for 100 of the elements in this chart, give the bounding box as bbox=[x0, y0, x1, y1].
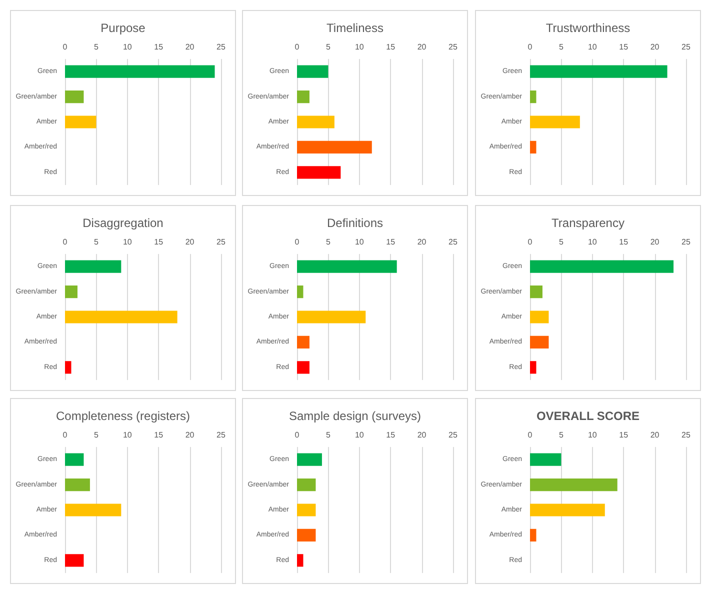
x-tick-label: 0 bbox=[62, 42, 68, 52]
bar bbox=[65, 361, 72, 374]
x-tick-label: 0 bbox=[528, 430, 533, 440]
x-tick-label: 15 bbox=[386, 238, 396, 246]
bar bbox=[65, 286, 78, 298]
chart-title: Timeliness bbox=[326, 21, 384, 35]
x-tick-label: 10 bbox=[122, 238, 132, 246]
x-tick-label: 15 bbox=[154, 238, 164, 246]
x-tick-label: 0 bbox=[294, 430, 300, 440]
x-tick-label: 5 bbox=[326, 42, 331, 52]
bar bbox=[297, 504, 316, 516]
x-tick-label: 5 bbox=[558, 430, 564, 440]
x-tick-label: 20 bbox=[650, 430, 660, 440]
x-tick-label: 0 bbox=[62, 238, 68, 246]
x-tick-label: 25 bbox=[682, 238, 691, 246]
x-tick-label: 0 bbox=[62, 430, 68, 440]
x-tick-label: 25 bbox=[216, 42, 226, 52]
x-tick-label: 15 bbox=[154, 430, 164, 440]
bar bbox=[297, 361, 310, 374]
chart-title: Transparency bbox=[552, 216, 624, 230]
x-tick-label: 20 bbox=[417, 430, 427, 440]
bar bbox=[530, 478, 618, 492]
bar bbox=[530, 65, 668, 78]
x-tick-label: 20 bbox=[185, 430, 195, 440]
bar bbox=[530, 504, 605, 516]
x-tick-label: 25 bbox=[448, 238, 458, 246]
chart-title: Definitions bbox=[326, 216, 384, 230]
chart-title: Disaggregation bbox=[82, 216, 164, 230]
bar bbox=[530, 528, 536, 542]
x-tick-label: 15 bbox=[619, 238, 629, 246]
bar bbox=[297, 478, 316, 492]
x-tick-label: 10 bbox=[354, 238, 364, 246]
bar bbox=[65, 260, 122, 273]
bar bbox=[297, 453, 322, 466]
chart-title: Purpose bbox=[100, 21, 146, 35]
bar bbox=[297, 528, 316, 542]
bar bbox=[65, 65, 215, 78]
x-tick-label: 15 bbox=[386, 42, 396, 52]
x-tick-label: 25 bbox=[448, 430, 458, 440]
bar bbox=[530, 286, 542, 298]
bar bbox=[530, 140, 536, 154]
x-tick-label: 0 bbox=[294, 42, 300, 52]
x-tick-label: 5 bbox=[94, 238, 99, 246]
chart-title: Sample design (surveys) bbox=[288, 409, 422, 423]
bar bbox=[297, 286, 304, 298]
x-tick-label: 20 bbox=[185, 42, 195, 52]
x-tick-label: 5 bbox=[326, 238, 331, 246]
x-tick-label: 20 bbox=[185, 238, 195, 246]
x-tick-label: 10 bbox=[122, 430, 132, 440]
x-tick-label: 20 bbox=[417, 42, 427, 52]
x-tick-label: 0 bbox=[294, 238, 300, 246]
x-tick-label: 5 bbox=[326, 430, 331, 440]
bar bbox=[297, 166, 341, 179]
x-tick-label: 15 bbox=[154, 42, 164, 52]
x-tick-label: 25 bbox=[216, 238, 226, 246]
bar bbox=[65, 504, 122, 516]
bar bbox=[297, 554, 304, 567]
x-tick-label: 10 bbox=[588, 238, 598, 246]
chart-title: Completeness (registers) bbox=[56, 409, 190, 423]
x-tick-label: 10 bbox=[588, 430, 598, 440]
x-tick-label: 25 bbox=[682, 430, 691, 440]
bar bbox=[65, 116, 96, 128]
bar bbox=[530, 361, 536, 374]
x-tick-label: 20 bbox=[417, 238, 427, 246]
bar bbox=[297, 65, 328, 78]
bar bbox=[65, 90, 84, 104]
x-tick-label: 5 bbox=[94, 430, 99, 440]
x-tick-label: 10 bbox=[354, 430, 364, 440]
x-tick-label: 15 bbox=[386, 430, 396, 440]
x-tick-label: 10 bbox=[354, 42, 364, 52]
bar bbox=[297, 140, 372, 154]
x-tick-label: 15 bbox=[619, 430, 629, 440]
x-tick-label: 20 bbox=[650, 42, 660, 52]
bar bbox=[297, 336, 310, 348]
x-tick-label: 15 bbox=[619, 42, 629, 52]
x-tick-label: 25 bbox=[216, 430, 226, 440]
bar bbox=[297, 310, 366, 324]
chart-title: Trustworthiness bbox=[546, 21, 630, 35]
bar bbox=[530, 310, 549, 324]
x-tick-label: 5 bbox=[558, 238, 564, 246]
bar bbox=[297, 90, 310, 104]
x-tick-label: 25 bbox=[682, 42, 691, 52]
bar bbox=[65, 453, 84, 466]
bar bbox=[530, 260, 674, 273]
x-tick-label: 5 bbox=[94, 42, 99, 52]
bar bbox=[530, 116, 580, 128]
x-tick-label: 0 bbox=[528, 238, 533, 246]
x-tick-label: 10 bbox=[588, 42, 598, 52]
x-tick-label: 20 bbox=[650, 238, 660, 246]
x-tick-label: 5 bbox=[558, 42, 564, 52]
bar bbox=[65, 554, 84, 567]
bar bbox=[65, 478, 90, 492]
bar bbox=[65, 310, 178, 324]
bar bbox=[297, 260, 397, 273]
x-tick-label: 10 bbox=[122, 42, 132, 52]
bar bbox=[530, 453, 562, 466]
bar bbox=[297, 116, 334, 128]
x-tick-label: 25 bbox=[448, 42, 458, 52]
bar bbox=[530, 90, 536, 104]
chart-title: OVERALL SCORE bbox=[536, 409, 640, 423]
